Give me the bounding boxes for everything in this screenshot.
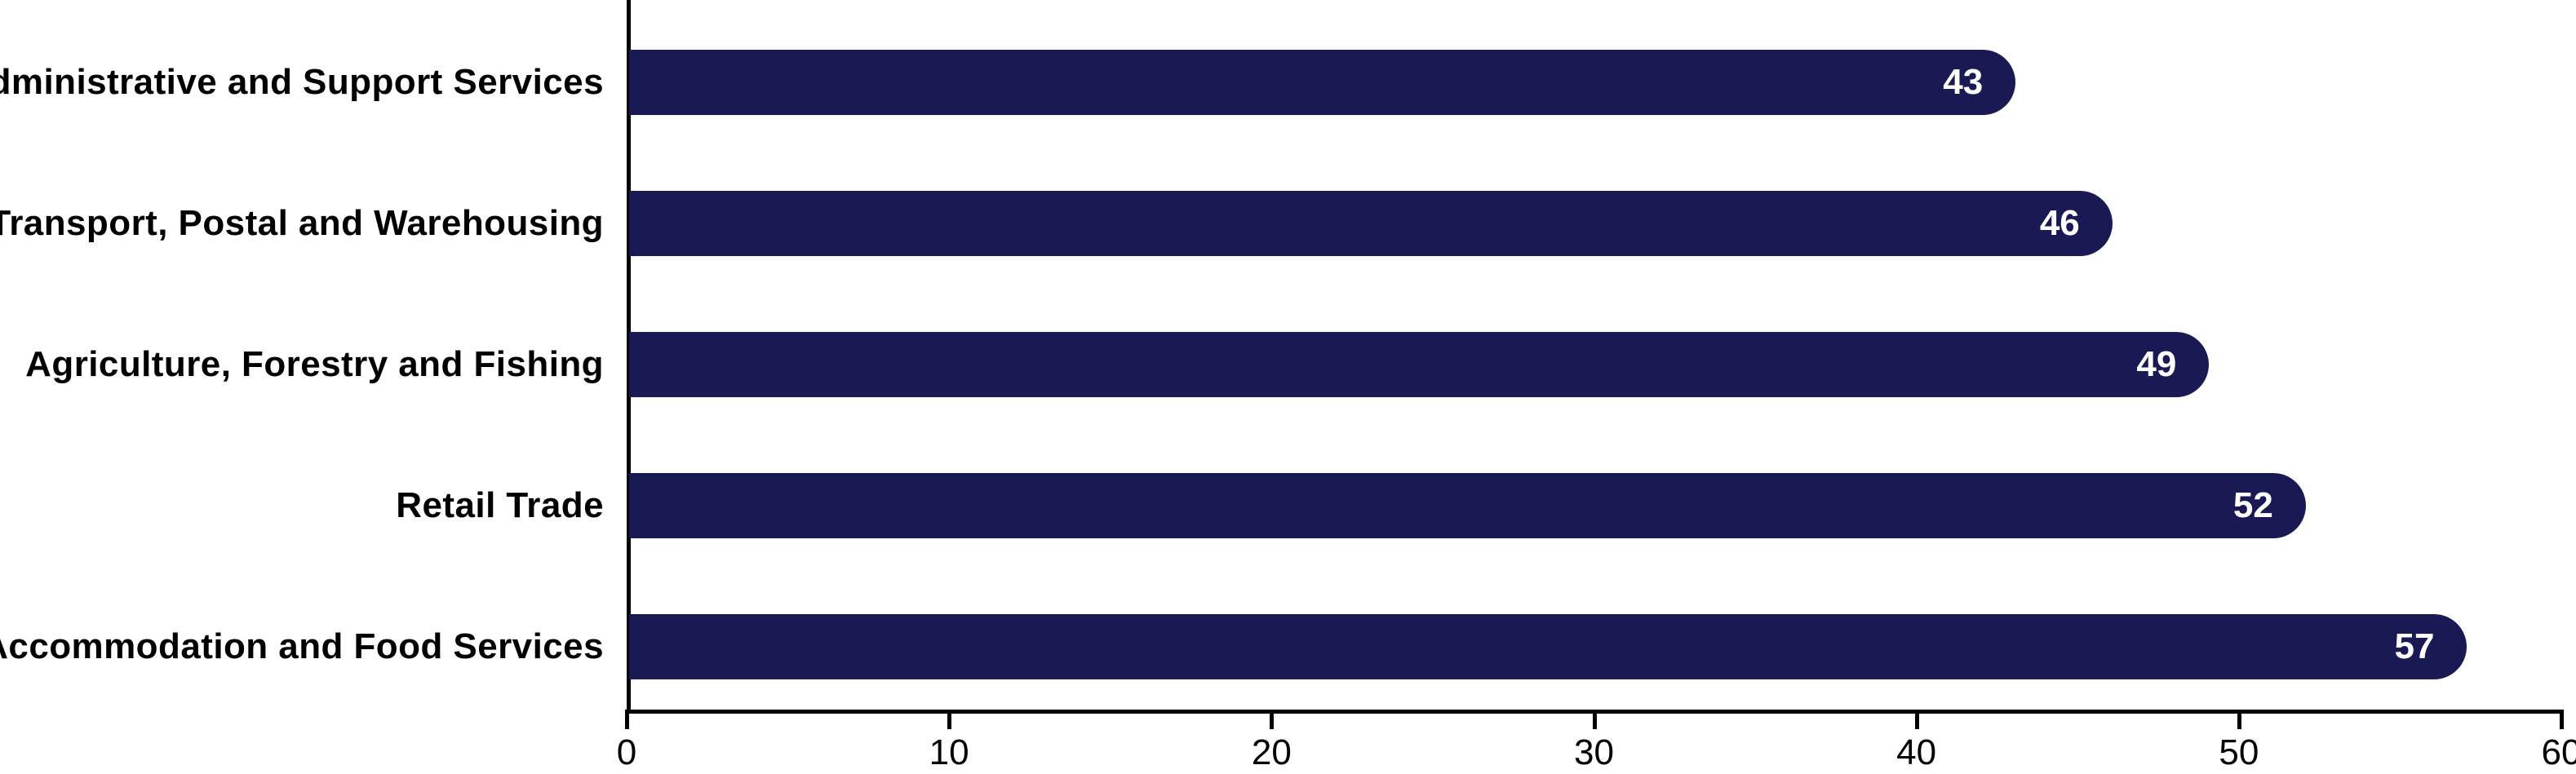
x-axis-tick bbox=[1915, 710, 1919, 729]
bar: 43 bbox=[629, 50, 2015, 115]
bar-value-label: 52 bbox=[2233, 485, 2273, 526]
x-axis-tick-label: 60 bbox=[2542, 732, 2576, 773]
bar-value-label: 57 bbox=[2394, 626, 2434, 667]
x-axis-tick-label: 20 bbox=[1252, 732, 1292, 773]
x-axis-tick bbox=[2237, 710, 2241, 729]
x-axis-tick-label: 0 bbox=[617, 732, 636, 773]
x-axis-tick-label: 30 bbox=[1574, 732, 1614, 773]
bar: 46 bbox=[629, 191, 2113, 256]
y-axis-label: Agriculture, Forestry and Fishing bbox=[25, 344, 604, 385]
bar: 49 bbox=[629, 332, 2209, 397]
x-axis-tick-label: 40 bbox=[1896, 732, 1936, 773]
bar-value-label: 46 bbox=[2040, 203, 2080, 244]
x-axis-tick bbox=[947, 710, 951, 729]
x-axis-tick bbox=[1270, 710, 1274, 729]
bar-fill: 49 bbox=[629, 332, 2209, 397]
x-axis-tick bbox=[1593, 710, 1597, 729]
x-axis-tick-label: 10 bbox=[929, 732, 969, 773]
x-axis-tick bbox=[625, 710, 629, 729]
x-axis-tick-label: 50 bbox=[2219, 732, 2259, 773]
bar-value-label: 43 bbox=[1943, 62, 1983, 103]
y-axis-labels: Administrative and Support Services Tran… bbox=[0, 0, 627, 710]
bar-fill: 57 bbox=[629, 614, 2467, 679]
x-axis-tick bbox=[2560, 710, 2564, 729]
plot-area: 43 46 49 52 57 0102030405060 bbox=[627, 0, 2569, 774]
bar: 52 bbox=[629, 473, 2306, 538]
bar-fill: 52 bbox=[629, 473, 2306, 538]
bar-fill: 46 bbox=[629, 191, 2113, 256]
bar-fill: 43 bbox=[629, 50, 2015, 115]
y-axis-label: Administrative and Support Services bbox=[0, 62, 604, 103]
y-axis-label: Accommodation and Food Services bbox=[0, 626, 604, 667]
horizontal-bar-chart: Administrative and Support Services Tran… bbox=[0, 0, 2576, 774]
y-axis-label: Transport, Postal and Warehousing bbox=[0, 203, 604, 244]
bar-value-label: 49 bbox=[2136, 344, 2176, 385]
bar: 57 bbox=[629, 614, 2467, 679]
y-axis-label: Retail Trade bbox=[396, 485, 604, 526]
